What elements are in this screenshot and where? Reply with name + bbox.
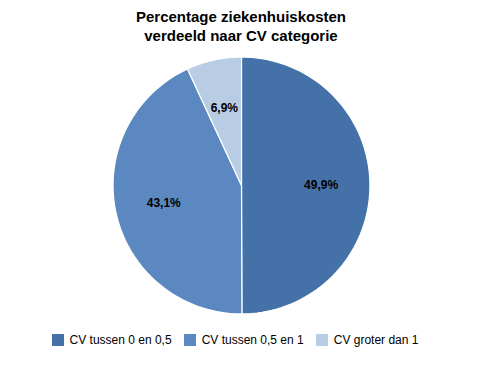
svg-text:6,9%: 6,9% [211,100,239,114]
html-text:CV groter dan 1: CV groter dan 1 [333,333,419,347]
html-text:CV tussen 0,5 en 1: CV tussen 0,5 en 1 [201,333,304,347]
html-text:Percentage ziekenhuiskosten ve: Percentage ziekenhuiskosten verdeeld naa… [136,8,346,44]
html-text:CV tussen 0 en 0,5: CV tussen 0 en 0,5 [69,333,172,347]
svg-text:43,1%: 43,1% [147,195,181,209]
svg-text:49,9%: 49,9% [304,178,338,192]
